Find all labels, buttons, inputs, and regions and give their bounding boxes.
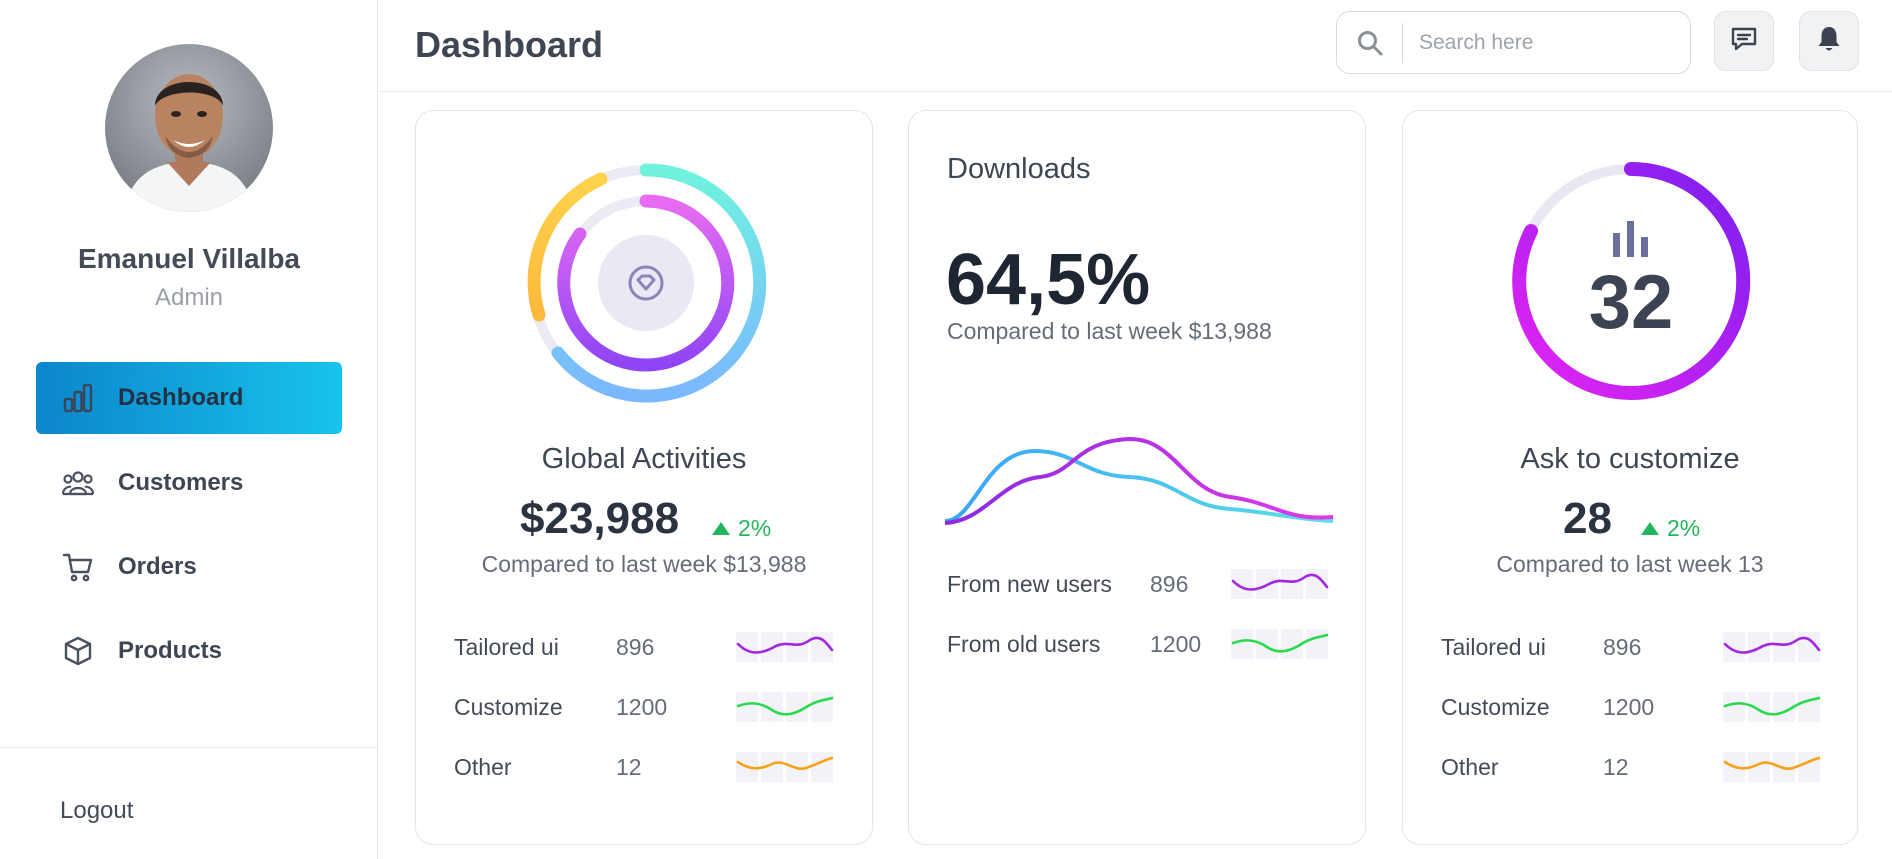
box-icon [60,633,96,669]
sparkline [1231,629,1329,659]
user-name: Emanuel Villalba [77,243,301,274]
page-title: Dashboard [415,24,604,65]
bar-chart-icon [1613,221,1648,257]
sidebar-item-orders[interactable]: Orders [36,531,342,603]
stat-label: Other [1441,753,1499,780]
wave-line [945,448,1333,523]
stat-value: 896 [616,633,655,660]
ring-segment [527,172,608,322]
search-box [1336,11,1691,74]
global-activity-rings [527,163,767,403]
stat-value: 1200 [616,693,668,720]
logout-link[interactable]: Logout [60,797,134,824]
stat-row: From old users 1200 [947,624,1331,664]
diamond-icon [628,265,664,301]
sparkline [1723,752,1821,782]
card-title: Global Activities [541,443,747,475]
sparkline [1231,569,1329,599]
header: Dashboard [379,0,1892,92]
stat-value: 896 [1150,570,1189,597]
ring-segment [557,194,735,372]
sparkline [736,692,834,722]
card-title: Ask to customize [1520,443,1740,475]
stat-row: Other 12 [1441,747,1825,787]
stat-value: 12 [1603,753,1629,780]
stat-value: 12 [616,753,642,780]
change-value: 2% [738,515,772,541]
card-value: 64,5% [946,240,1151,320]
card-global-activities: Global Activities $23,988 2% Compared to… [415,110,873,845]
sidebar-item-customers[interactable]: Customers [36,447,342,519]
change-value: 2% [1667,515,1701,541]
stat-row: Tailored ui 896 [1441,627,1825,667]
bell-icon [1816,25,1842,58]
card-value: 28 [1563,494,1612,543]
card-downloads: Downloads 64,5% Compared to last week $1… [908,110,1366,845]
stat-value: 1200 [1150,630,1202,657]
ring-value: 32 [1588,260,1674,345]
wave-line [945,436,1333,525]
user-role: Admin [154,284,224,311]
cart-icon [60,549,96,585]
bar-chart-icon [60,380,96,416]
messages-button[interactable] [1714,11,1774,71]
search-icon[interactable] [1337,22,1403,63]
avatar-image [125,74,253,212]
change-badge: 2% [712,515,771,542]
trend-up-icon [1641,522,1659,535]
card-value: $23,988 [520,494,680,543]
sidebar: Emanuel Villalba Admin Dashboard Custome… [0,0,378,859]
card-title: Downloads [947,153,1091,185]
message-icon [1730,25,1758,58]
sparkline [736,752,834,782]
stat-label: Customize [454,693,563,720]
search-input[interactable] [1419,30,1669,55]
ring-segment [1512,162,1751,400]
stat-row: Tailored ui 896 [454,627,838,667]
stat-row: Customize 1200 [1441,687,1825,727]
customize-ring [1512,162,1751,400]
compare-text: Compared to last week $13,988 [947,318,1272,344]
stat-label: Tailored ui [1441,633,1546,660]
compare-text: Compared to last week 13 [1496,551,1764,577]
sidebar-item-products[interactable]: Products [36,615,342,687]
stat-value: 1200 [1603,693,1655,720]
notifications-button[interactable] [1799,11,1859,71]
stat-label: From old users [947,630,1101,657]
change-badge: 2% [1641,515,1700,542]
stat-value: 896 [1603,633,1642,660]
sidebar-item-dashboard[interactable]: Dashboard [36,362,342,434]
downloads-wave-chart [945,436,1333,525]
sidebar-item-label: Orders [118,553,197,580]
sidebar-item-label: Dashboard [118,384,244,411]
stat-label: Customize [1441,693,1550,720]
ring-segment [551,163,767,403]
stat-label: From new users [947,570,1112,597]
sparkline [1723,692,1821,722]
trend-up-icon [712,522,730,535]
sparkline [736,632,834,662]
sidebar-item-label: Products [118,637,223,664]
sidebar-divider [0,747,378,748]
card-ask-to-customize: 32 Ask to customize 28 2% Compared to la… [1402,110,1858,845]
stat-row: From new users 896 [947,564,1331,604]
avatar[interactable] [105,44,273,212]
compare-text: Compared to last week $13,988 [481,551,807,577]
stat-row: Other 12 [454,747,838,787]
stat-label: Other [454,753,512,780]
stat-row: Customize 1200 [454,687,838,727]
sparkline [1723,632,1821,662]
stat-label: Tailored ui [454,633,559,660]
sidebar-item-label: Customers [118,469,244,496]
users-icon [60,465,96,501]
